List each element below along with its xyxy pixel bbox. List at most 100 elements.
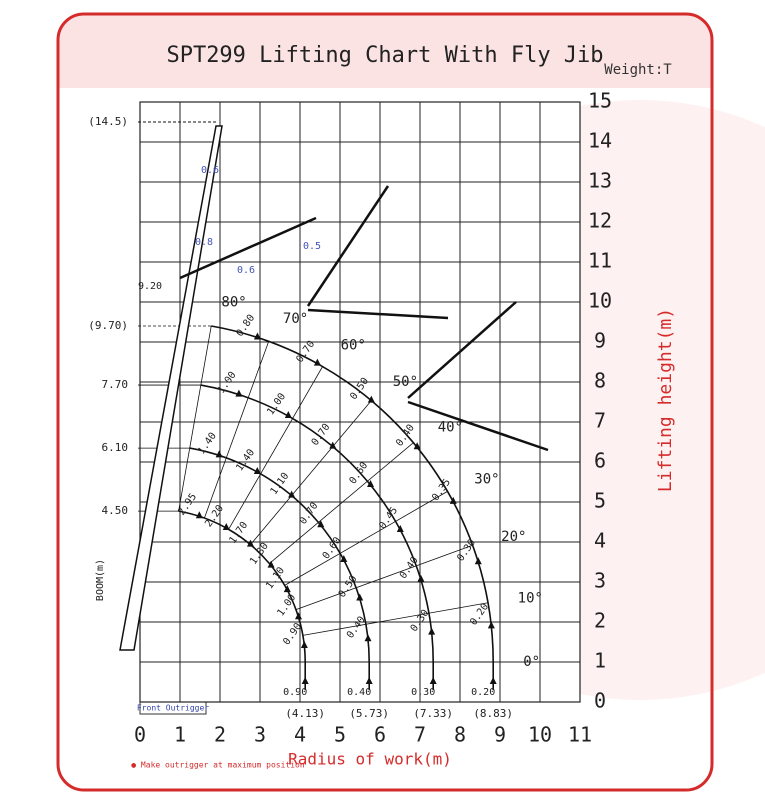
boom-label: 7.70 xyxy=(102,378,129,391)
load-marker xyxy=(417,574,425,582)
note: ● Make outrigger at maximum position xyxy=(131,761,305,770)
load-label: 0.30 xyxy=(411,687,435,698)
y-tick-label: 10 xyxy=(588,289,612,313)
angle-line xyxy=(269,442,414,564)
load-marker xyxy=(295,612,303,620)
load-marker xyxy=(428,627,436,635)
y-tick-label: 7 xyxy=(594,409,606,433)
load-marker xyxy=(301,677,309,684)
boom-label: 4.50 xyxy=(102,504,129,517)
load-marker xyxy=(367,480,375,488)
angle-line xyxy=(204,341,270,519)
title: SPT299 Lifting Chart With Fly Jib xyxy=(166,43,603,68)
jib-silhouette xyxy=(179,185,549,452)
angle-label: 70° xyxy=(283,311,308,327)
x-tick-label: 0 xyxy=(134,723,146,747)
boom-axis-label: BOOM(m) xyxy=(95,559,106,601)
y-tick-label: 12 xyxy=(588,209,612,233)
load-marker xyxy=(429,677,437,684)
y-tick-label: 15 xyxy=(588,89,612,113)
y-tick-label: 9 xyxy=(594,329,606,353)
load-marker xyxy=(449,496,457,504)
load-marker xyxy=(283,585,291,593)
y-axis-title: Lifting height(m) xyxy=(655,308,676,492)
load-marker xyxy=(222,523,230,531)
radius-label: (4.13) xyxy=(285,707,325,720)
load-marker xyxy=(215,450,223,458)
x-tick-label: 9 xyxy=(494,723,506,747)
load-marker xyxy=(365,677,373,684)
load-marker xyxy=(246,539,254,547)
frame xyxy=(56,12,714,792)
y-tick-label: 0 xyxy=(594,689,606,713)
load-marker xyxy=(340,555,348,563)
y-tick-label: 13 xyxy=(588,169,612,193)
load-marker xyxy=(367,395,375,403)
x-tick-label: 10 xyxy=(528,723,552,747)
jib-load-label: 0.6 xyxy=(201,165,219,176)
load-marker xyxy=(267,560,275,568)
y-tick-label: 6 xyxy=(594,449,606,473)
max-boom-label: (14.5) xyxy=(88,115,128,128)
y-tick-label: 1 xyxy=(594,649,606,673)
angle-line xyxy=(250,400,372,545)
y-tick-label: 8 xyxy=(594,369,606,393)
angle-label: 20° xyxy=(501,529,526,545)
load-marker xyxy=(413,442,421,450)
angle-label: 40° xyxy=(438,419,463,435)
load-marker xyxy=(235,389,243,397)
y-tick-label: 4 xyxy=(594,529,606,553)
angle-label: 60° xyxy=(341,338,366,354)
x-tick-label: 2 xyxy=(214,723,226,747)
load-marker xyxy=(396,524,404,532)
x-tick-label: 3 xyxy=(254,723,266,747)
angle-label: 10° xyxy=(518,591,543,607)
unit: Weight:T xyxy=(604,62,672,78)
header-band xyxy=(58,14,712,88)
angle-line xyxy=(295,544,473,610)
jib-load-label: 0.6 xyxy=(237,265,255,276)
angle-label: 30° xyxy=(474,471,499,487)
load-marker xyxy=(195,511,203,519)
boom-label: (9.70) xyxy=(88,319,128,332)
load-label: 0.40 xyxy=(347,687,371,698)
x-tick-label: 4 xyxy=(294,723,306,747)
load-marker xyxy=(329,441,337,449)
x-tick-label: 11 xyxy=(568,723,592,747)
load-marker xyxy=(253,467,261,475)
y-tick-label: 2 xyxy=(594,609,606,633)
load-marker xyxy=(474,557,482,565)
load-marker xyxy=(284,411,292,419)
x-tick-label: 6 xyxy=(374,723,386,747)
radius-label: (7.33) xyxy=(413,707,453,720)
load-marker xyxy=(253,332,261,340)
x-tick-label: 8 xyxy=(454,723,466,747)
radius-label: (8.83) xyxy=(473,707,513,720)
load-marker xyxy=(317,520,325,528)
jib-load-label: 0.5 xyxy=(303,241,321,252)
boom-80-label: 9.20 xyxy=(138,281,162,292)
y-tick-label: 5 xyxy=(594,489,606,513)
outrigger-label: Front Outrigger xyxy=(137,704,209,713)
y-tick-label: 11 xyxy=(588,249,612,273)
boom-silhouette xyxy=(119,125,223,651)
load-marker xyxy=(356,593,364,601)
radius-label: (5.73) xyxy=(349,707,389,720)
y-tick-label: 3 xyxy=(594,569,606,593)
load-marker xyxy=(364,634,372,642)
load-label: 0.90 xyxy=(283,687,307,698)
boom-label: 6.10 xyxy=(102,441,129,454)
load-marker xyxy=(313,358,321,366)
x-tick-label: 1 xyxy=(174,723,186,747)
angle-line xyxy=(284,491,448,586)
load-label: 0.20 xyxy=(471,687,495,698)
angle-line xyxy=(228,366,323,530)
angle-line xyxy=(302,602,489,636)
load-marker xyxy=(489,677,497,684)
load-marker xyxy=(487,621,495,629)
x-tick-label: 7 xyxy=(414,723,426,747)
angle-label: 50° xyxy=(393,374,418,390)
load-marker xyxy=(288,490,296,498)
load-marker xyxy=(300,640,308,648)
